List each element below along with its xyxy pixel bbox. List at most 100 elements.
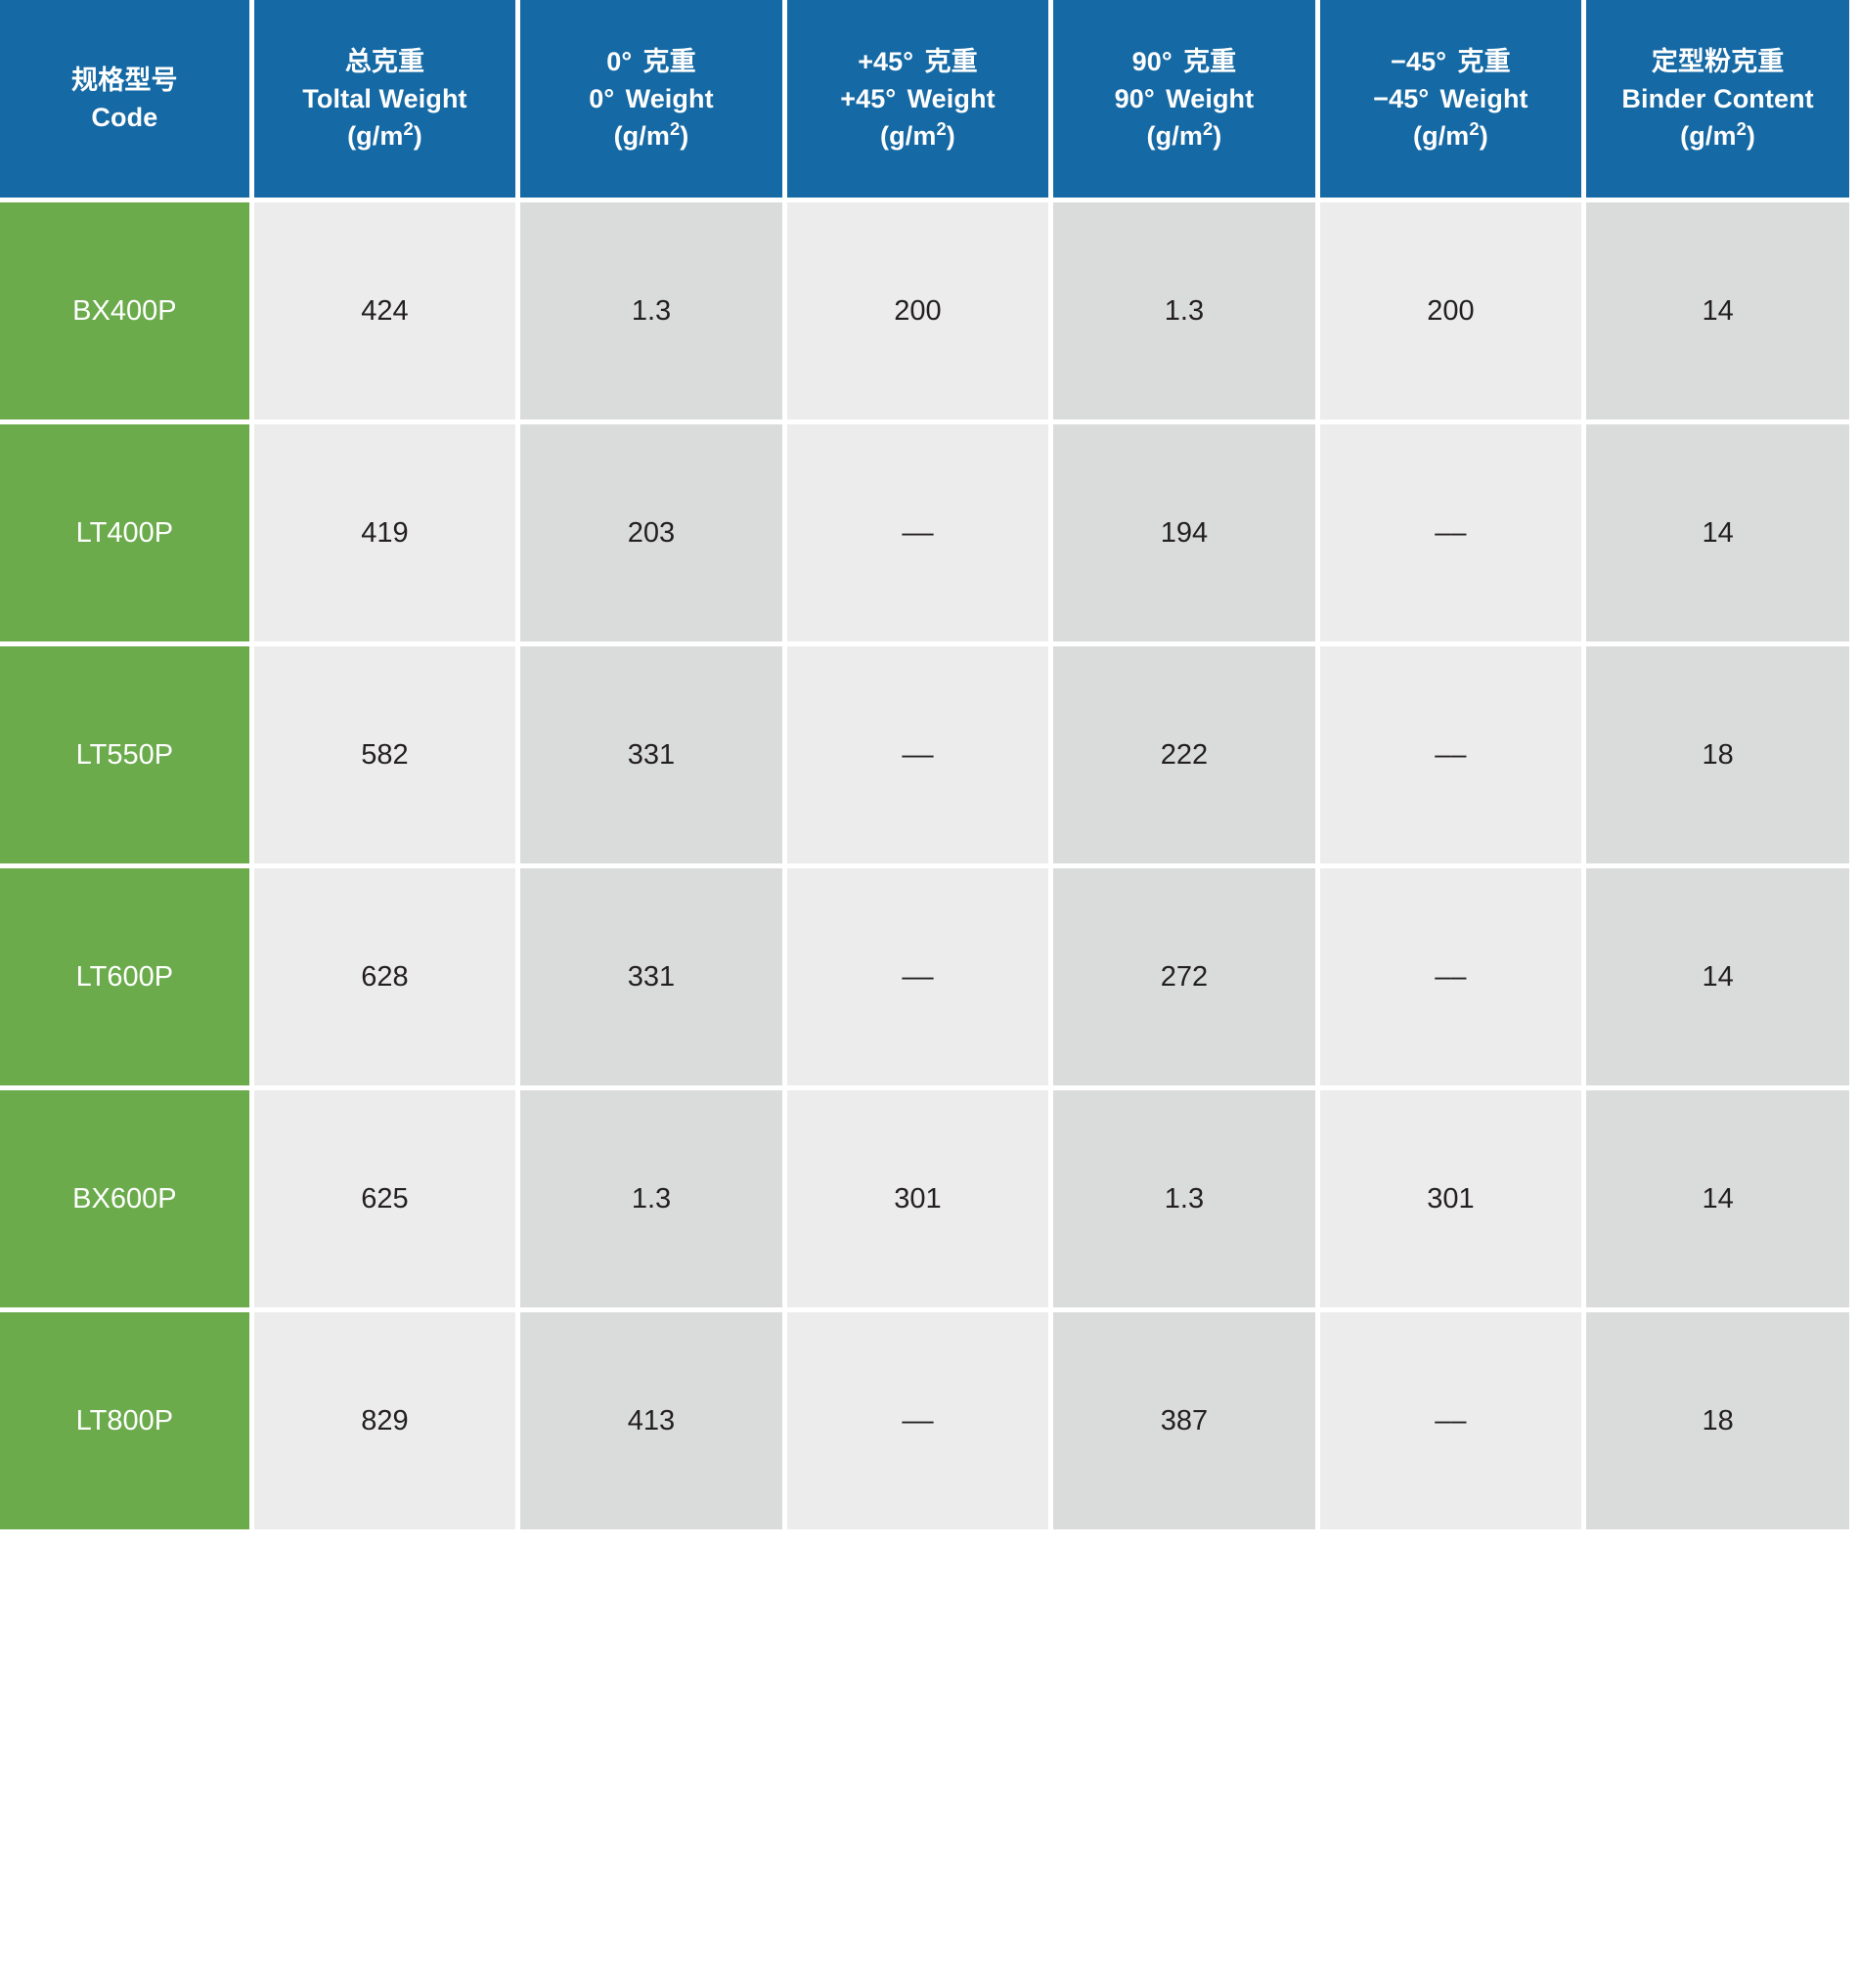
cell-plus45deg-weight: ––	[786, 424, 1049, 641]
table-row: LT600P 628 331 –– 272 –– 14	[0, 868, 1849, 1085]
cell-90deg-weight: 194	[1053, 424, 1315, 641]
column-header-binder-content-unit: (g/m2)	[1592, 117, 1843, 155]
angle-label-cn: 90°	[1131, 46, 1173, 76]
column-header-0deg-weight-cn: 0° 克重	[526, 43, 775, 80]
cell-plus45deg-weight: 200	[786, 202, 1049, 420]
column-header-90deg-weight-unit: (g/m2)	[1059, 117, 1308, 155]
unit-suffix: )	[680, 121, 689, 152]
unit-superscript: 2	[1202, 118, 1214, 140]
angle-label-cn: 0°	[606, 46, 633, 76]
column-header-minus45deg-weight-en: −45° Weight	[1326, 80, 1575, 117]
column-header-plus45deg-weight: +45° 克重 +45° Weight (g/m2)	[786, 0, 1049, 198]
column-header-total-weight-en: Toltal Weight	[302, 83, 467, 113]
angle-label-en: 0°	[589, 83, 615, 113]
cell-0deg-weight: 331	[520, 868, 782, 1085]
cell-total-weight: 829	[253, 1312, 516, 1529]
cell-0deg-weight: 1.3	[520, 1090, 782, 1307]
cell-binder-content: 18	[1586, 646, 1849, 863]
cell-code: BX400P	[0, 202, 249, 420]
cell-90deg-weight: 1.3	[1053, 1090, 1315, 1307]
unit-suffix: )	[1213, 121, 1222, 152]
weight-label-en: Weight	[907, 83, 996, 113]
unit-superscript: 2	[1469, 118, 1480, 140]
angle-label-en: +45°	[840, 83, 897, 113]
table-row: BX400P 424 1.3 200 1.3 200 14	[0, 202, 1849, 420]
cell-total-weight: 628	[253, 868, 516, 1085]
column-header-binder-content-cn: 定型粉克重	[1651, 46, 1785, 76]
cell-0deg-weight: 413	[520, 1312, 782, 1529]
unit-suffix: )	[413, 121, 422, 152]
column-header-90deg-weight-en: 90° Weight	[1059, 80, 1308, 117]
cell-90deg-weight: 387	[1053, 1312, 1315, 1529]
cell-binder-content: 14	[1586, 1090, 1849, 1307]
cell-binder-content: 18	[1586, 1312, 1849, 1529]
angle-label-en: 90°	[1114, 83, 1155, 113]
cell-code: LT400P	[0, 424, 249, 641]
column-header-0deg-weight: 0° 克重 0° Weight (g/m2)	[520, 0, 782, 198]
column-header-code-cn: 规格型号	[71, 65, 178, 95]
column-header-plus45deg-weight-cn: +45° 克重	[793, 43, 1042, 80]
cell-binder-content: 14	[1586, 424, 1849, 641]
weight-label-en: Weight	[625, 83, 714, 113]
weight-label-cn: 克重	[924, 46, 978, 76]
cell-code: LT800P	[0, 1312, 249, 1529]
cell-code: LT550P	[0, 646, 249, 863]
cell-90deg-weight: 1.3	[1053, 202, 1315, 420]
table-row: LT550P 582 331 –– 222 –– 18	[0, 646, 1849, 863]
table-header: 规格型号 Code 总克重 Toltal Weight (g/m2) 0° 克重 …	[0, 0, 1849, 198]
cell-minus45deg-weight: 301	[1319, 1090, 1582, 1307]
unit-suffix: )	[1746, 121, 1755, 152]
cell-code: LT600P	[0, 868, 249, 1085]
unit-prefix: (g/m	[880, 121, 937, 152]
cell-0deg-weight: 203	[520, 424, 782, 641]
cell-plus45deg-weight: ––	[786, 1312, 1049, 1529]
table-row: LT400P 419 203 –– 194 –– 14	[0, 424, 1849, 641]
weight-label-en: Weight	[1166, 83, 1255, 113]
unit-prefix: (g/m	[613, 121, 670, 152]
unit-prefix: (g/m	[1413, 121, 1470, 152]
column-header-total-weight-cn: 总克重	[344, 46, 425, 76]
unit-superscript: 2	[936, 118, 947, 140]
cell-plus45deg-weight: ––	[786, 646, 1049, 863]
table-body: BX400P 424 1.3 200 1.3 200 14 LT400P 419…	[0, 202, 1849, 1529]
column-header-90deg-weight-cn: 90° 克重	[1059, 43, 1308, 80]
column-header-0deg-weight-unit: (g/m2)	[526, 117, 775, 155]
header-row: 规格型号 Code 总克重 Toltal Weight (g/m2) 0° 克重 …	[0, 0, 1849, 198]
unit-superscript: 2	[403, 118, 414, 140]
cell-90deg-weight: 222	[1053, 646, 1315, 863]
weight-label-cn: 克重	[1183, 46, 1237, 76]
column-header-total-weight-unit: (g/m2)	[260, 117, 509, 155]
column-header-code: 规格型号 Code	[0, 0, 249, 198]
angle-label-cn: −45°	[1391, 46, 1447, 76]
column-header-code-en: Code	[91, 103, 158, 132]
unit-prefix: (g/m	[1146, 121, 1203, 152]
table-row: LT800P 829 413 –– 387 –– 18	[0, 1312, 1849, 1529]
table-row: BX600P 625 1.3 301 1.3 301 14	[0, 1090, 1849, 1307]
weight-label-en: Weight	[1439, 83, 1528, 113]
unit-prefix: (g/m	[347, 121, 404, 152]
cell-total-weight: 582	[253, 646, 516, 863]
column-header-binder-content: 定型粉克重 Binder Content (g/m2)	[1586, 0, 1849, 198]
column-header-plus45deg-weight-unit: (g/m2)	[793, 117, 1042, 155]
angle-label-cn: +45°	[858, 46, 914, 76]
weight-label-cn: 克重	[1457, 46, 1511, 76]
cell-0deg-weight: 331	[520, 646, 782, 863]
cell-minus45deg-weight: ––	[1319, 424, 1582, 641]
cell-90deg-weight: 272	[1053, 868, 1315, 1085]
column-header-minus45deg-weight-unit: (g/m2)	[1326, 117, 1575, 155]
column-header-90deg-weight: 90° 克重 90° Weight (g/m2)	[1053, 0, 1315, 198]
unit-suffix: )	[946, 121, 955, 152]
cell-0deg-weight: 1.3	[520, 202, 782, 420]
angle-label-en: −45°	[1373, 83, 1430, 113]
cell-minus45deg-weight: ––	[1319, 868, 1582, 1085]
cell-total-weight: 419	[253, 424, 516, 641]
column-header-minus45deg-weight: −45° 克重 −45° Weight (g/m2)	[1319, 0, 1582, 198]
cell-total-weight: 625	[253, 1090, 516, 1307]
column-header-binder-content-en: Binder Content	[1621, 83, 1814, 113]
unit-superscript: 2	[1736, 118, 1747, 140]
column-header-plus45deg-weight-en: +45° Weight	[793, 80, 1042, 117]
unit-prefix: (g/m	[1680, 121, 1737, 152]
weight-label-cn: 克重	[642, 46, 696, 76]
cell-minus45deg-weight: ––	[1319, 1312, 1582, 1529]
cell-minus45deg-weight: ––	[1319, 646, 1582, 863]
